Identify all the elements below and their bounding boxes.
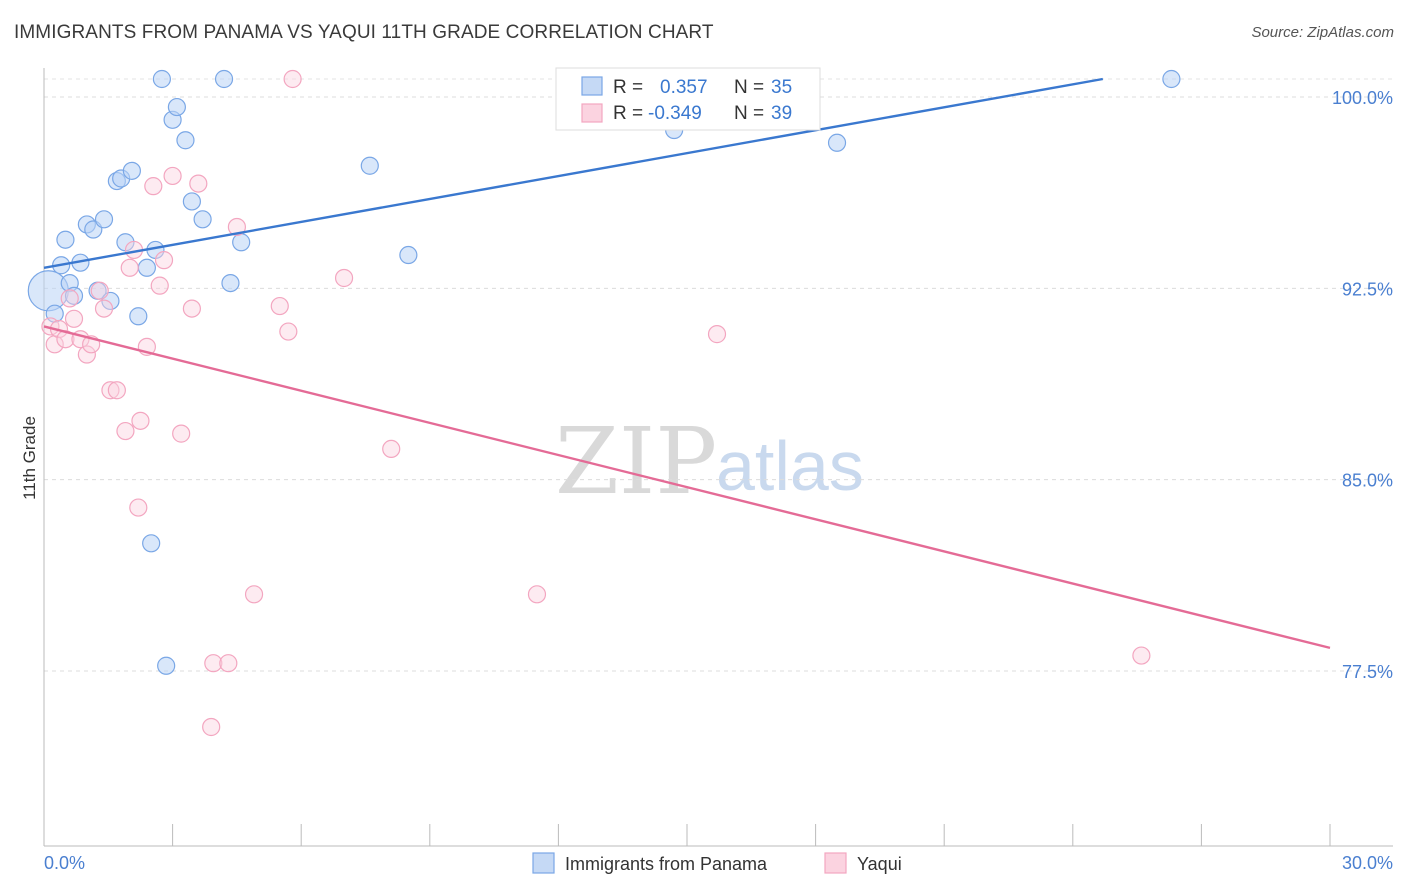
point-yaqui-14	[120, 258, 139, 277]
point-panama-23	[167, 97, 186, 117]
stats-r-label-yaqui: R =	[613, 103, 643, 124]
point-panama-16	[129, 307, 148, 326]
point-yaqui-11	[101, 381, 120, 400]
point-panama-29	[232, 233, 251, 252]
grid-lines	[44, 78, 1393, 672]
point-yaqui-37	[707, 325, 727, 344]
point-yaqui-34	[334, 268, 354, 288]
y-tick-label-0: 77.5%	[1342, 662, 1393, 682]
point-yaqui-22	[163, 166, 182, 186]
point-panama-34	[1162, 69, 1181, 89]
point-panama-30	[360, 156, 379, 175]
legend-label-panama: Immigrants from Panama	[565, 854, 768, 874]
y-axis-title: 11th Grade	[20, 416, 39, 500]
point-yaqui-26	[202, 717, 221, 737]
point-panama-28	[221, 273, 240, 293]
stats-r-label-panama: R =	[613, 77, 643, 98]
point-yaqui-31	[270, 296, 289, 316]
point-panama-25	[182, 192, 201, 211]
y-tick-label-2: 92.5%	[1342, 279, 1393, 299]
point-panama-17	[137, 258, 156, 277]
point-panama-27	[214, 69, 234, 89]
point-panama-15	[122, 161, 141, 180]
legend-swatch-panama	[532, 852, 555, 874]
trend-line-panama	[43, 77, 1104, 269]
stats-legend: R = 0.357 N = 35 R = -0.349 N = 39	[555, 67, 821, 131]
point-panama-31	[399, 245, 418, 265]
point-yaqui-25	[189, 174, 208, 193]
point-yaqui-16	[129, 498, 148, 517]
trend-lines	[43, 77, 1331, 650]
point-yaqui-17	[131, 411, 150, 430]
y-tick-label-3: 100.0%	[1332, 88, 1393, 108]
stats-r-value-panama: 0.357	[660, 77, 708, 98]
point-yaqui-21	[154, 251, 174, 270]
x-tick-label-max: 30.0%	[1342, 853, 1393, 873]
point-yaqui-4	[60, 289, 79, 308]
point-yaqui-27	[204, 654, 223, 673]
point-yaqui-12	[107, 381, 126, 400]
stats-swatch-panama	[581, 76, 603, 96]
stats-r-value-yaqui: -0.349	[648, 103, 702, 124]
point-panama-33	[827, 133, 847, 152]
stats-n-value-panama: 35	[771, 77, 792, 98]
x-tick-label-min: 0.0%	[44, 853, 85, 873]
stats-n-value-yaqui: 39	[771, 103, 792, 124]
point-yaqui-38	[1132, 646, 1151, 665]
point-yaqui-9	[90, 281, 109, 300]
point-yaqui-7	[77, 345, 96, 364]
chart-title: IMMIGRANTS FROM PANAMA VS YAQUI 11TH GRA…	[14, 22, 714, 43]
point-panama-0	[27, 270, 69, 312]
stats-swatch-yaqui	[581, 103, 603, 123]
point-panama-21	[157, 656, 176, 675]
series-panama-points	[27, 69, 1181, 675]
point-yaqui-32	[279, 322, 298, 341]
y-tick-label-1: 85.0%	[1342, 471, 1393, 491]
legend-swatch-yaqui	[824, 852, 847, 874]
point-panama-24	[176, 131, 195, 150]
point-yaqui-10	[94, 299, 114, 318]
stats-n-label-yaqui: N =	[734, 103, 764, 124]
point-panama-18	[142, 534, 161, 553]
point-panama-26	[193, 210, 212, 229]
y-tick-labels: 77.5% 85.0% 92.5% 100.0%	[1332, 88, 1393, 682]
point-panama-20	[152, 69, 171, 89]
point-panama-3	[56, 230, 75, 249]
point-yaqui-30	[244, 585, 264, 604]
point-yaqui-20	[150, 276, 169, 295]
point-yaqui-23	[172, 424, 191, 443]
point-yaqui-19	[144, 177, 163, 196]
point-yaqui-28	[219, 654, 238, 673]
point-yaqui-35	[382, 439, 401, 459]
point-yaqui-33	[283, 69, 302, 89]
point-panama-10	[94, 210, 114, 229]
watermark-atlas: atlas	[716, 427, 864, 505]
stats-n-label-panama: N =	[734, 77, 764, 98]
point-yaqui-24	[182, 299, 201, 318]
point-yaqui-5	[64, 309, 84, 328]
point-yaqui-13	[116, 421, 135, 441]
source-credit: Source: ZipAtlas.com	[1251, 24, 1394, 41]
point-yaqui-29	[227, 217, 246, 237]
point-yaqui-36	[527, 585, 547, 604]
trend-line-yaqui	[43, 325, 1331, 650]
bottom-legend: Immigrants from Panama Yaqui	[532, 852, 902, 874]
series-yaqui-points	[41, 69, 1151, 737]
legend-label-yaqui: Yaqui	[857, 854, 902, 874]
axes	[43, 68, 1393, 847]
